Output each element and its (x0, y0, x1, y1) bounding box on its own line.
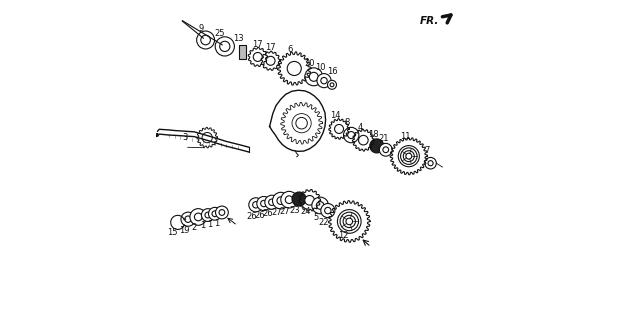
Circle shape (330, 83, 334, 87)
Circle shape (272, 192, 289, 209)
Circle shape (370, 139, 384, 153)
Circle shape (249, 198, 263, 212)
Circle shape (309, 72, 319, 81)
Text: 12: 12 (338, 231, 348, 240)
Circle shape (195, 213, 202, 221)
Text: 26: 26 (246, 212, 257, 221)
Circle shape (209, 207, 221, 220)
Circle shape (257, 196, 271, 211)
Circle shape (317, 202, 324, 209)
Text: FR.: FR. (420, 16, 439, 26)
Circle shape (202, 132, 212, 143)
Circle shape (321, 77, 327, 84)
Circle shape (358, 135, 368, 145)
Circle shape (325, 207, 331, 214)
Circle shape (281, 191, 298, 208)
Text: 8: 8 (344, 118, 350, 127)
Text: 17: 17 (265, 43, 276, 52)
Circle shape (334, 124, 344, 133)
Text: 2: 2 (191, 223, 197, 232)
Text: 23: 23 (289, 206, 300, 215)
Circle shape (205, 212, 210, 218)
Text: 18: 18 (368, 130, 379, 139)
Circle shape (428, 161, 433, 166)
Text: 27: 27 (271, 208, 282, 217)
Text: 11: 11 (399, 132, 410, 141)
Text: 14: 14 (330, 111, 341, 120)
Text: 6: 6 (288, 45, 293, 54)
Circle shape (383, 147, 389, 153)
Text: 16: 16 (327, 67, 338, 76)
Circle shape (212, 211, 218, 217)
Text: 21: 21 (378, 134, 389, 143)
Text: 26: 26 (254, 211, 265, 220)
Circle shape (269, 199, 275, 205)
Text: 9: 9 (198, 24, 204, 33)
Circle shape (348, 132, 355, 139)
Text: 1: 1 (207, 220, 212, 229)
Circle shape (425, 157, 436, 169)
Text: 19: 19 (179, 226, 190, 235)
Circle shape (317, 74, 331, 88)
Text: 17: 17 (252, 40, 263, 49)
Circle shape (292, 192, 306, 206)
Circle shape (216, 37, 234, 56)
Text: 26: 26 (262, 209, 272, 218)
Circle shape (181, 212, 195, 226)
Circle shape (216, 206, 228, 219)
Text: 25: 25 (215, 29, 225, 38)
Text: 13: 13 (233, 34, 244, 43)
Circle shape (321, 204, 335, 218)
Circle shape (185, 216, 191, 222)
Circle shape (379, 143, 392, 156)
Circle shape (201, 35, 210, 45)
Text: 3: 3 (182, 133, 188, 142)
Circle shape (260, 200, 267, 207)
Text: 15: 15 (167, 228, 178, 237)
Text: 24: 24 (300, 207, 311, 216)
Circle shape (312, 197, 329, 214)
Circle shape (190, 209, 207, 225)
Text: 22: 22 (318, 218, 329, 227)
Circle shape (296, 117, 307, 129)
Circle shape (292, 114, 311, 133)
Circle shape (344, 127, 359, 143)
Circle shape (253, 52, 262, 61)
Text: 1: 1 (200, 221, 205, 230)
Circle shape (219, 210, 225, 215)
Circle shape (277, 197, 284, 204)
Circle shape (305, 68, 323, 86)
Circle shape (220, 41, 230, 52)
Circle shape (202, 209, 214, 221)
Text: 5: 5 (313, 213, 319, 222)
Text: 20: 20 (305, 60, 315, 68)
Circle shape (266, 56, 275, 65)
Circle shape (287, 61, 301, 76)
Circle shape (253, 202, 259, 208)
FancyBboxPatch shape (239, 45, 246, 59)
Text: 1: 1 (214, 219, 219, 228)
Circle shape (285, 196, 293, 204)
Text: 7: 7 (424, 146, 429, 155)
Text: 10: 10 (315, 63, 326, 72)
Text: 27: 27 (279, 207, 290, 216)
Circle shape (265, 195, 279, 209)
Circle shape (327, 80, 336, 89)
Circle shape (197, 31, 214, 49)
Text: 4: 4 (358, 124, 363, 132)
Polygon shape (154, 133, 157, 137)
Circle shape (305, 196, 314, 205)
